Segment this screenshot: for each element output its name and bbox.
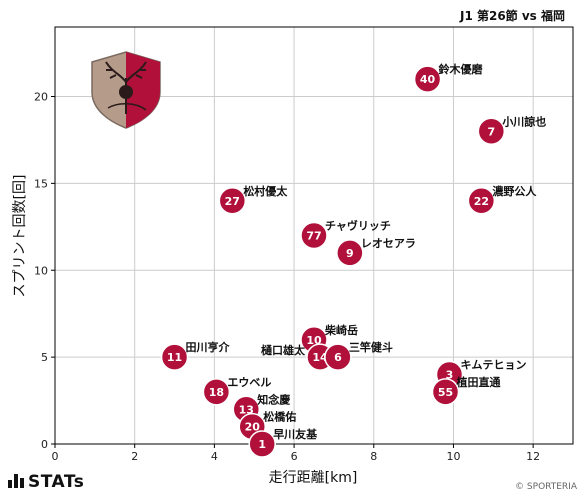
- point-number: 14: [312, 351, 328, 364]
- point-number: 1: [258, 438, 266, 451]
- point-marker: [413, 65, 442, 93]
- point-marker: [248, 430, 276, 458]
- point-number: 22: [474, 195, 489, 208]
- x-tick-label: 6: [291, 450, 298, 463]
- bar-chart-icon: [8, 474, 24, 488]
- point-number: 20: [245, 421, 261, 434]
- y-tick-label: 5: [41, 351, 48, 364]
- player-point: 77 チャヴリッチ: [300, 219, 391, 250]
- point-marker: [336, 239, 364, 267]
- point-name-label: 三竿健斗: [349, 340, 393, 354]
- x-axis-label: 走行距離[km]: [269, 469, 358, 486]
- player-point: 6 三竿健斗: [324, 340, 393, 371]
- point-name-label: チャヴリッチ: [325, 219, 391, 233]
- chart-title: J1 第26節 vs 福岡: [459, 8, 565, 23]
- point-name-label: 早川友基: [273, 427, 318, 441]
- point-name-label: 松橋佑: [263, 410, 296, 424]
- point-marker: [202, 378, 231, 406]
- point-name-label: 松村優太: [243, 184, 288, 198]
- point-number: 9: [346, 247, 354, 260]
- point-name-label: 知念慶: [256, 392, 290, 406]
- point-number: 6: [334, 351, 342, 364]
- point-marker: [324, 343, 352, 371]
- x-tick-label: 0: [52, 450, 59, 463]
- point-marker: [431, 378, 460, 406]
- point-name-label: 田川亨介: [186, 340, 231, 354]
- point-marker: [477, 117, 506, 145]
- y-tick-label: 20: [34, 91, 48, 104]
- plot-frame: [54, 26, 574, 445]
- point-name-label: 小川諒也: [501, 114, 546, 128]
- x-tick-label: 2: [131, 450, 138, 463]
- x-tick-label: 10: [446, 450, 460, 463]
- point-name-label: 植田直通: [455, 375, 500, 389]
- point-name-label: レオセアラ: [361, 237, 416, 250]
- point-number: 18: [209, 386, 224, 399]
- y-tick-label: 15: [34, 177, 48, 190]
- point-name-label: 鈴木優磨: [439, 62, 484, 76]
- copyright-text: © SPORTERIA: [515, 482, 577, 492]
- point-name-label: 柴崎岳: [324, 323, 358, 337]
- x-tick-label: 4: [211, 450, 218, 463]
- brand-text: STATs: [28, 472, 85, 492]
- point-name-label: 樋口雄太: [261, 343, 306, 357]
- y-tick-label: 10: [34, 264, 48, 277]
- player-point: 9 レオセアラ: [336, 237, 416, 267]
- point-number: 3: [446, 369, 454, 382]
- point-number: 40: [420, 73, 436, 86]
- y-axis-label: スプリント回数[回]: [12, 175, 28, 298]
- x-tick-label: 8: [370, 450, 377, 463]
- point-marker: [300, 221, 328, 250]
- point-number: 13: [239, 403, 254, 416]
- team-crest-logo: [91, 51, 161, 129]
- stats-brand-logo: STATs: [8, 472, 84, 492]
- point-name-label: キムテヒョン: [460, 359, 526, 372]
- point-name-label: エウベル: [227, 376, 271, 389]
- player-point: 1 早川友基: [248, 427, 318, 458]
- point-number: 11: [167, 351, 182, 364]
- point-number: 7: [487, 125, 495, 138]
- point-number: 77: [306, 230, 321, 243]
- point-marker: [467, 187, 496, 215]
- point-marker: [160, 343, 189, 371]
- point-number: 27: [225, 195, 240, 208]
- point-name-label: 濃野公人: [492, 184, 537, 198]
- x-tick-label: 12: [526, 450, 540, 463]
- point-marker: [218, 187, 247, 215]
- y-tick-label: 0: [41, 438, 48, 451]
- point-number: 55: [438, 386, 453, 399]
- player-point: 11 田川亨介: [160, 340, 231, 371]
- player-point: 7 小川諒也: [477, 114, 546, 145]
- point-number: 10: [306, 334, 322, 347]
